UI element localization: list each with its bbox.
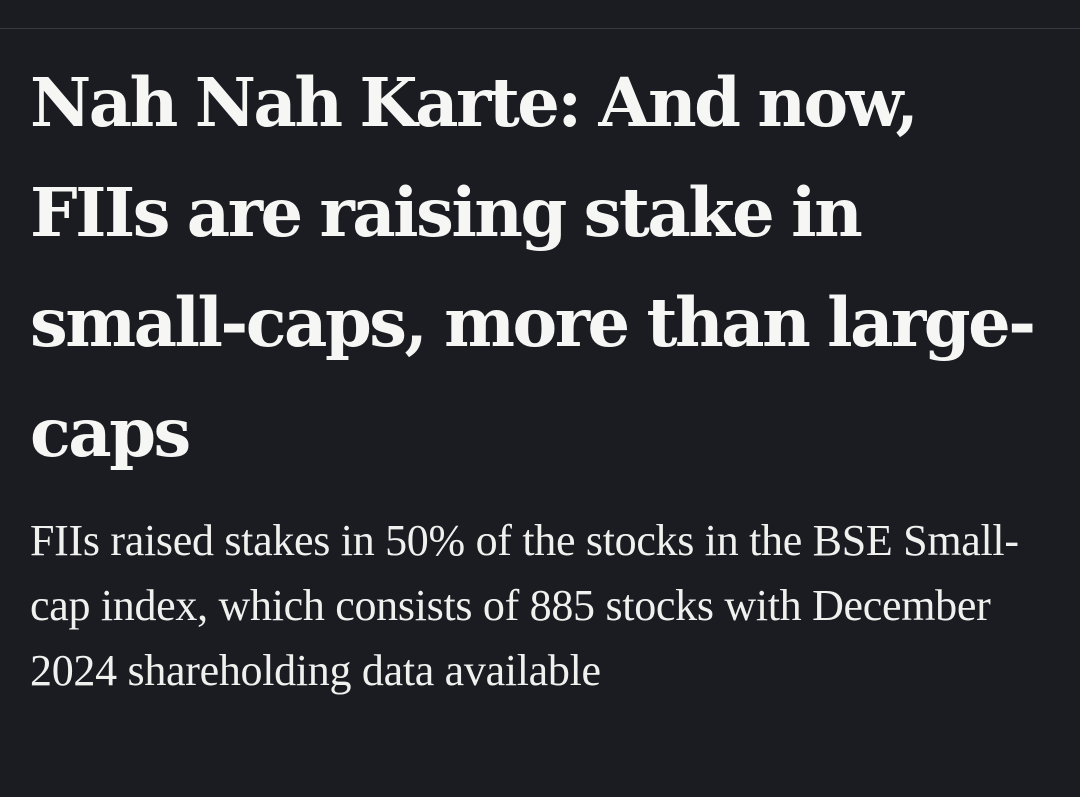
article-header: Nah Nah Karte: And now, FIIs are raising…	[30, 48, 1060, 703]
top-divider	[0, 28, 1080, 29]
article-headline[interactable]: Nah Nah Karte: And now, FIIs are raising…	[30, 63, 1036, 472]
article-summary: FIIs raised stakes in 50% of the stocks …	[30, 516, 1019, 695]
